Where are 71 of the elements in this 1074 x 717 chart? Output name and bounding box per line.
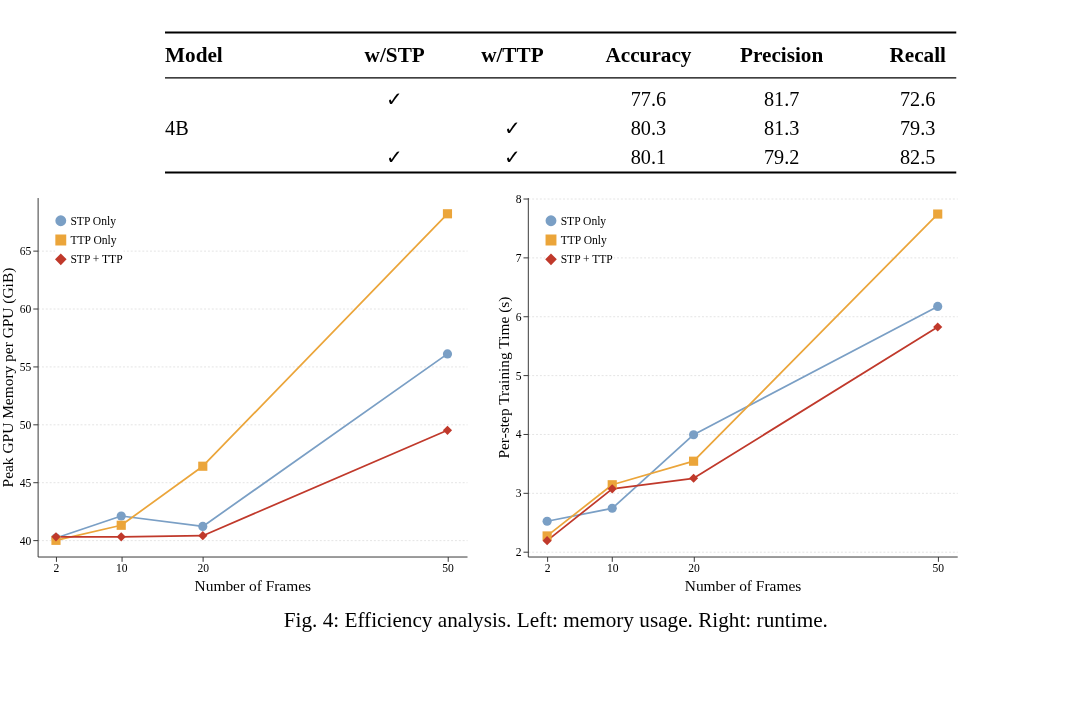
y-axis-title: Per-step Training Time (s) bbox=[495, 296, 514, 459]
point bbox=[607, 503, 617, 513]
category-label: Model bbox=[165, 43, 223, 68]
text: 77.6 bbox=[630, 87, 667, 110]
y-tick-label: 50 bbox=[19, 418, 32, 432]
point bbox=[542, 516, 552, 526]
y-tick-label: 2 bbox=[515, 546, 522, 560]
point bbox=[607, 484, 617, 494]
x-axis-title: Number of Frames bbox=[194, 576, 312, 594]
legend-label: TTP Only bbox=[70, 233, 117, 247]
category-label: Accuracy bbox=[605, 43, 692, 68]
point bbox=[933, 209, 943, 219]
text: ✓ bbox=[503, 145, 521, 168]
x-tick-label: 10 bbox=[115, 562, 128, 576]
y-tick-label: 7 bbox=[515, 251, 522, 265]
y-tick-label: 3 bbox=[515, 487, 522, 501]
text: 4B bbox=[165, 116, 189, 139]
point bbox=[933, 322, 943, 332]
text: 79.2 bbox=[763, 145, 800, 168]
text: 81.7 bbox=[763, 87, 800, 110]
point bbox=[442, 425, 453, 435]
point bbox=[198, 531, 208, 541]
y-tick-label: 65 bbox=[19, 245, 32, 259]
y-tick-label: 45 bbox=[19, 476, 32, 490]
point bbox=[689, 473, 699, 483]
x-tick-label: 10 bbox=[606, 562, 619, 576]
point bbox=[933, 301, 943, 312]
caption: Fig. 4: Efficiency analysis. Left: memory usage. Right: runtime. bbox=[283, 607, 828, 632]
text: 80.1 bbox=[630, 145, 667, 168]
x-tick-label: 20 bbox=[197, 562, 210, 576]
point bbox=[542, 536, 552, 546]
x-tick-label: 2 bbox=[544, 562, 551, 576]
text: ✓ bbox=[503, 116, 521, 139]
y-tick-label: 4 bbox=[515, 428, 522, 442]
x-tick-label: 20 bbox=[688, 562, 701, 576]
y-tick-label: 6 bbox=[515, 310, 522, 324]
point bbox=[442, 209, 453, 219]
category-label: Precision bbox=[739, 43, 824, 68]
category-label: Recall bbox=[889, 43, 947, 68]
legend-label: STP Only bbox=[560, 214, 607, 228]
x-axis-title: Number of Frames bbox=[684, 576, 802, 594]
legend-label: STP Only bbox=[70, 214, 117, 228]
legend-label: TTP Only bbox=[560, 233, 607, 247]
x-tick-label: 2 bbox=[53, 562, 60, 576]
category-label: w/STP bbox=[364, 43, 425, 68]
text: 79.3 bbox=[899, 116, 936, 139]
text: 82.5 bbox=[899, 145, 936, 168]
y-tick-label: 5 bbox=[515, 369, 522, 383]
point bbox=[442, 349, 453, 359]
y-tick-label: 55 bbox=[19, 360, 32, 374]
text: ✓ bbox=[386, 145, 404, 168]
text: 72.6 bbox=[899, 87, 936, 110]
text: 81.3 bbox=[763, 116, 800, 139]
legend-label: STP + TTP bbox=[70, 253, 123, 267]
x-tick-label: 50 bbox=[932, 562, 945, 576]
x-tick-label: 50 bbox=[442, 562, 454, 576]
point bbox=[116, 532, 126, 542]
category-label: w/TTP bbox=[481, 43, 544, 68]
point bbox=[689, 456, 699, 466]
y-tick-label: 40 bbox=[19, 534, 32, 548]
point bbox=[198, 461, 208, 471]
text: 80.3 bbox=[630, 116, 667, 139]
legend-label: STP + TTP bbox=[560, 253, 613, 267]
y-axis-title: Peak GPU Memory per GPU (GiB) bbox=[0, 267, 18, 488]
point bbox=[198, 521, 208, 531]
point bbox=[689, 430, 699, 440]
point bbox=[116, 520, 126, 530]
text: ✓ bbox=[386, 87, 404, 110]
y-tick-label: 60 bbox=[19, 303, 32, 317]
y-tick-label: 8 bbox=[515, 193, 522, 207]
point bbox=[116, 511, 126, 521]
